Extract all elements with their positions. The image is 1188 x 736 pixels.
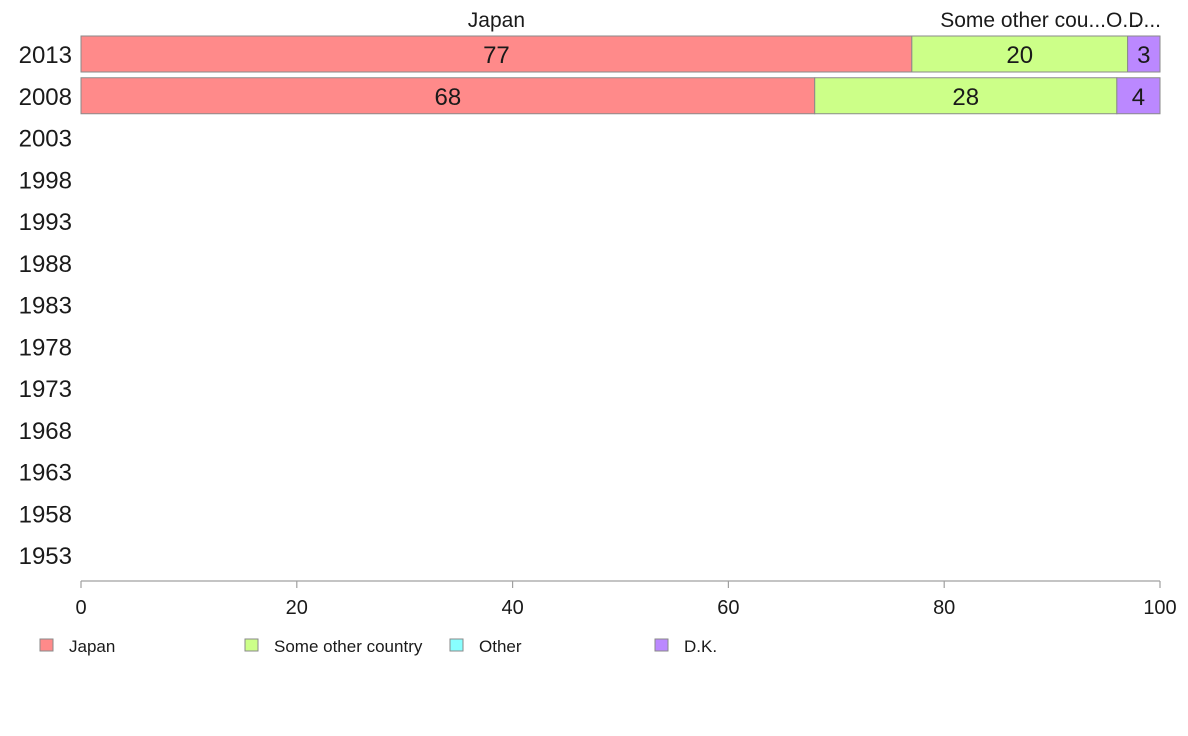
bar-value-label: 77: [483, 42, 510, 69]
year-label: 1953: [19, 543, 72, 570]
legend-swatch: [449, 638, 464, 652]
column-headers: Japan Some other cou... O...D...: [468, 9, 1161, 32]
legend-item: Japan: [39, 637, 115, 656]
x-tick-label: 20: [286, 597, 308, 619]
year-label: 1973: [19, 376, 72, 403]
legend-swatch: [654, 638, 669, 652]
year-labels: 2013 2008 2003 1998 1993 1988 1983 1978 1973 1968…: [19, 42, 72, 570]
bar-segment: [911, 35, 1129, 73]
year-label: 1993: [19, 209, 72, 236]
bar-segment: [1116, 77, 1161, 115]
x-tick-label: 80: [933, 597, 955, 619]
column-header: O...: [1106, 9, 1140, 32]
legend-label: Some other country: [274, 637, 423, 656]
legend: Japan Some other country Other D.K.: [39, 637, 717, 656]
bar-value-label: 3: [1137, 42, 1150, 69]
legend-item: Some other country: [244, 637, 423, 656]
year-label: 1963: [19, 460, 72, 487]
year-label: 1968: [19, 418, 72, 445]
bars: 77 20 3 68 28 4: [80, 35, 1161, 115]
x-axis: 0 20 40 60 80 100: [75, 580, 1177, 619]
legend-swatch: [39, 638, 54, 652]
legend-label: D.K.: [684, 637, 717, 656]
year-label: 2008: [19, 84, 72, 111]
bar-value-label: 20: [1006, 42, 1033, 69]
x-tick-label: 100: [1143, 597, 1176, 619]
legend-item: D.K.: [654, 637, 717, 656]
bar-segment: [1127, 35, 1161, 73]
year-label: 1998: [19, 167, 72, 194]
year-label: 1958: [19, 501, 72, 528]
year-label: 2013: [19, 42, 72, 69]
column-header: D...: [1128, 9, 1161, 32]
bar-value-label: 68: [435, 84, 462, 111]
x-tick-label: 0: [75, 597, 86, 619]
x-tick-label: 60: [717, 597, 739, 619]
legend-label: Other: [479, 637, 522, 656]
bar-segment: [814, 77, 1118, 115]
year-label: 1978: [19, 334, 72, 361]
year-label: 1988: [19, 251, 72, 278]
bar-value-label: 28: [952, 84, 979, 111]
legend-swatch: [244, 638, 259, 652]
column-header: Japan: [468, 9, 525, 32]
x-tick-label: 40: [501, 597, 523, 619]
year-label: 2003: [19, 126, 72, 153]
legend-item: Other: [449, 637, 522, 656]
legend-label: Japan: [69, 637, 115, 656]
bar-value-label: 4: [1132, 84, 1145, 111]
column-header: Some other cou...: [940, 9, 1106, 32]
year-label: 1983: [19, 293, 72, 320]
